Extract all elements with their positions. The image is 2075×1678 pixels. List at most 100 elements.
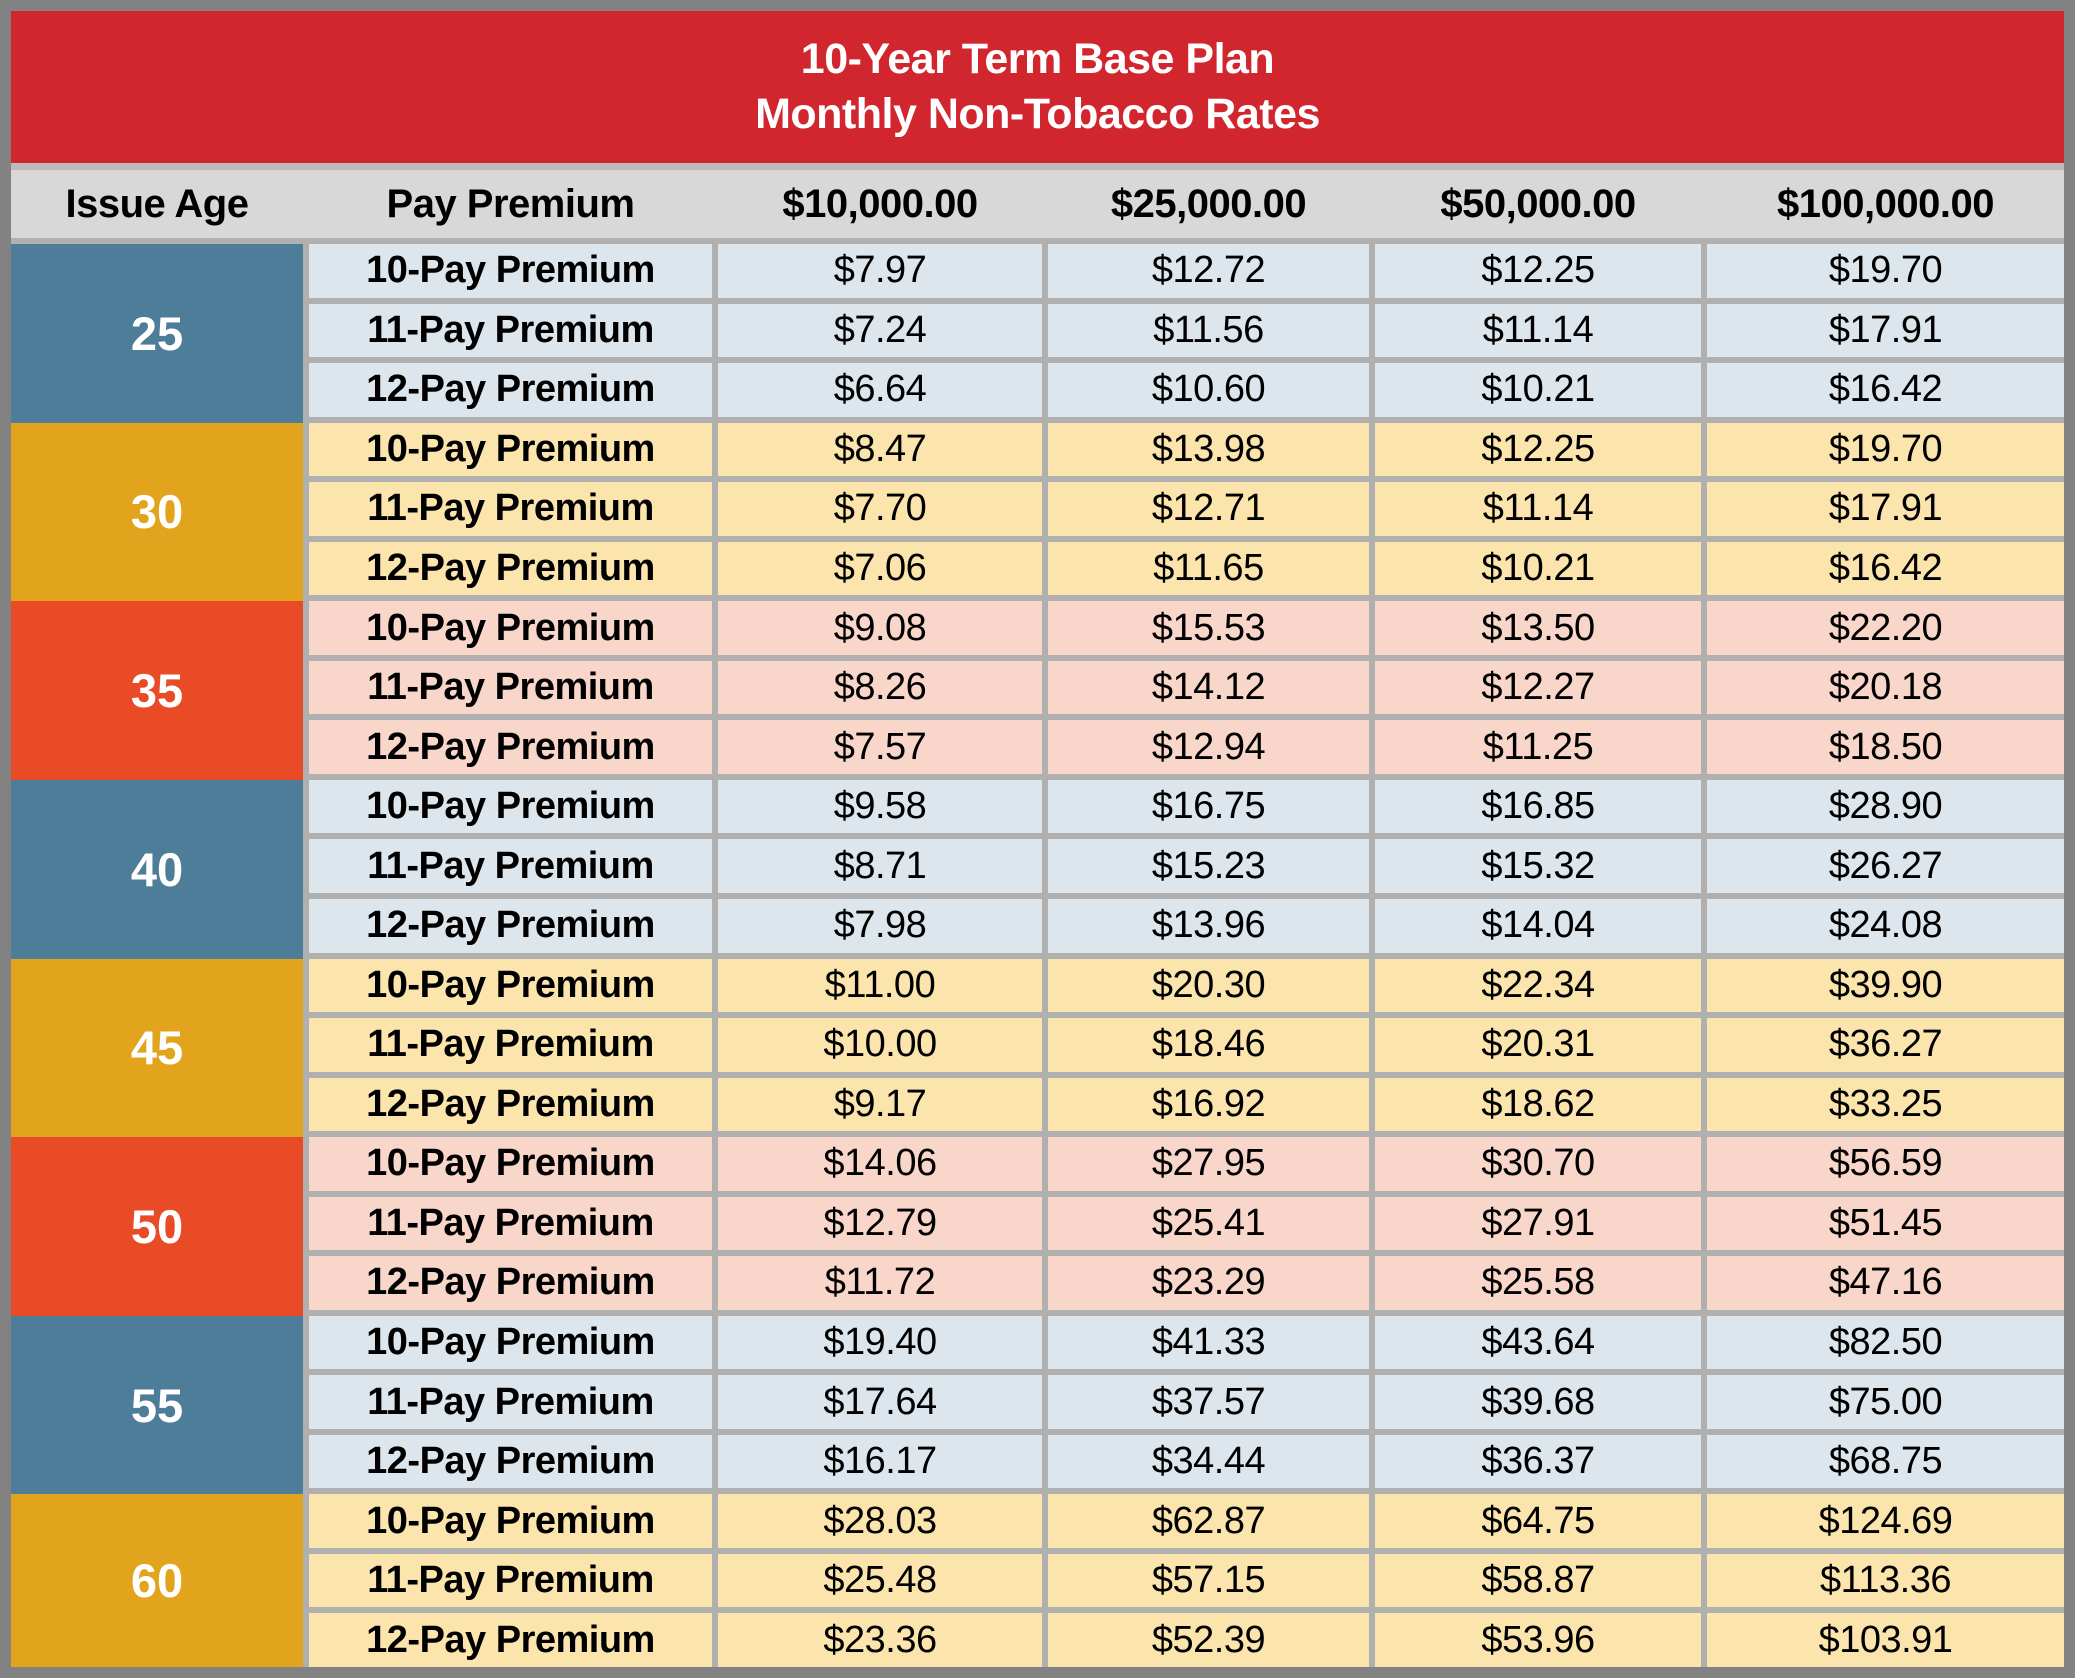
rate-value: $11.65 xyxy=(1048,541,1369,596)
rate-value: $11.72 xyxy=(718,1256,1042,1310)
rate-value: $10.21 xyxy=(1375,363,1701,417)
rate-value: $75.00 xyxy=(1707,1375,2064,1429)
age-cell-50: 50 xyxy=(11,1137,303,1316)
rate-value: $25.58 xyxy=(1375,1256,1701,1310)
column-header-10000: $10,000.00 xyxy=(782,181,978,226)
rate-value: $37.57 xyxy=(1048,1375,1369,1429)
pay-premium-label: 12-Pay Premium xyxy=(309,363,712,417)
rate-value: $7.06 xyxy=(718,541,1042,596)
pay-premium-label: 11-Pay Premium xyxy=(309,1196,712,1251)
pay-premium-label: 12-Pay Premium xyxy=(309,898,712,953)
rate-value: $25.48 xyxy=(718,1553,1042,1608)
rate-value: $7.57 xyxy=(718,720,1042,774)
pay-premium-label: 11-Pay Premium xyxy=(309,1018,712,1072)
rate-value: $39.90 xyxy=(1707,958,2064,1013)
rate-value: $6.64 xyxy=(718,363,1042,417)
rate-value: $28.03 xyxy=(718,1494,1042,1548)
rate-value: $33.25 xyxy=(1707,1077,2064,1132)
pay-premium-label: 12-Pay Premium xyxy=(309,720,712,774)
rate-value: $12.25 xyxy=(1375,244,1701,298)
rate-value: $82.50 xyxy=(1707,1315,2064,1370)
rate-value: $22.20 xyxy=(1707,601,2064,655)
age-cell-45: 45 xyxy=(11,958,303,1138)
rate-value: $47.16 xyxy=(1707,1256,2064,1310)
column-header-100000: $100,000.00 xyxy=(1777,181,1994,226)
age-cell-35: 35 xyxy=(11,601,303,780)
rate-value: $18.46 xyxy=(1048,1018,1369,1072)
rate-value: $16.75 xyxy=(1048,779,1369,834)
rate-value: $24.08 xyxy=(1707,898,2064,953)
pay-premium-label: 11-Pay Premium xyxy=(309,303,712,358)
rate-value: $58.87 xyxy=(1375,1553,1701,1608)
rate-value: $13.98 xyxy=(1048,422,1369,477)
rate-value: $16.42 xyxy=(1707,541,2064,596)
rate-value: $19.70 xyxy=(1707,422,2064,477)
rate-value: $15.53 xyxy=(1048,601,1369,655)
rate-value: $13.96 xyxy=(1048,898,1369,953)
rate-value: $20.30 xyxy=(1048,958,1369,1013)
rate-value: $9.17 xyxy=(718,1077,1042,1132)
rate-value: $36.37 xyxy=(1375,1434,1701,1489)
rate-value: $17.64 xyxy=(718,1375,1042,1429)
rate-value: $11.00 xyxy=(718,958,1042,1013)
pay-premium-label: 10-Pay Premium xyxy=(309,1137,712,1191)
age-cell-55: 55 xyxy=(11,1315,303,1495)
rate-value: $9.08 xyxy=(718,601,1042,655)
rate-value: $16.92 xyxy=(1048,1077,1369,1132)
table-title-banner: 10-Year Term Base Plan Monthly Non-Tobac… xyxy=(11,11,2064,163)
rate-value: $62.87 xyxy=(1048,1494,1369,1548)
rate-value: $41.33 xyxy=(1048,1315,1369,1370)
rate-value: $23.36 xyxy=(718,1613,1042,1667)
pay-premium-label: 10-Pay Premium xyxy=(309,601,712,655)
age-cell-60: 60 xyxy=(11,1494,303,1667)
rate-value: $16.85 xyxy=(1375,779,1701,834)
pay-premium-label: 11-Pay Premium xyxy=(309,1553,712,1608)
rate-value: $14.04 xyxy=(1375,898,1701,953)
rate-value: $9.58 xyxy=(718,779,1042,834)
rate-value: $25.41 xyxy=(1048,1196,1369,1251)
pay-premium-label: 10-Pay Premium xyxy=(309,422,712,477)
pay-premium-label: 11-Pay Premium xyxy=(309,1375,712,1429)
column-header-row: Issue Age Pay Premium $10,000.00 $25,000… xyxy=(11,170,2064,238)
rate-value: $57.15 xyxy=(1048,1553,1369,1608)
rate-value: $39.68 xyxy=(1375,1375,1701,1429)
age-cell-40: 40 xyxy=(11,779,303,959)
rate-value: $11.14 xyxy=(1375,482,1701,536)
rate-value: $22.34 xyxy=(1375,958,1701,1013)
rate-value: $8.26 xyxy=(718,660,1042,715)
rate-value: $18.50 xyxy=(1707,720,2064,774)
rate-value: $16.17 xyxy=(718,1434,1042,1489)
pay-premium-label: 11-Pay Premium xyxy=(309,660,712,715)
rate-value: $8.47 xyxy=(718,422,1042,477)
rate-value: $68.75 xyxy=(1707,1434,2064,1489)
rate-value: $7.98 xyxy=(718,898,1042,953)
pay-premium-label: 11-Pay Premium xyxy=(309,482,712,536)
rate-value: $18.62 xyxy=(1375,1077,1701,1132)
rate-value: $17.91 xyxy=(1707,303,2064,358)
rate-value: $23.29 xyxy=(1048,1256,1369,1310)
pay-premium-label: 12-Pay Premium xyxy=(309,1434,712,1489)
pay-premium-label: 10-Pay Premium xyxy=(309,779,712,834)
rate-value: $10.60 xyxy=(1048,363,1369,417)
rate-value: $28.90 xyxy=(1707,779,2064,834)
rate-value: $11.25 xyxy=(1375,720,1701,774)
age-cell-25: 25 xyxy=(11,244,303,423)
column-header-25000: $25,000.00 xyxy=(1110,181,1307,226)
rate-value: $34.44 xyxy=(1048,1434,1369,1489)
pay-premium-label: 12-Pay Premium xyxy=(309,541,712,596)
rate-value: $103.91 xyxy=(1707,1613,2064,1667)
column-header-issue-age: Issue Age xyxy=(65,181,249,226)
rate-table-inner: 10-Year Term Base Plan Monthly Non-Tobac… xyxy=(11,11,2064,1667)
rate-value: $36.27 xyxy=(1707,1018,2064,1072)
rate-value: $14.06 xyxy=(718,1137,1042,1191)
column-header-50000: $50,000.00 xyxy=(1440,181,1636,226)
rates-grid: 10-Pay Premium $7.97 $12.72 $12.25 $19.70 11-… xyxy=(309,244,2064,1667)
rate-value: $15.23 xyxy=(1048,839,1369,893)
rate-value: $12.71 xyxy=(1048,482,1369,536)
rate-value: $64.75 xyxy=(1375,1494,1701,1548)
rate-value: $53.96 xyxy=(1375,1613,1701,1667)
pay-premium-label: 10-Pay Premium xyxy=(309,958,712,1013)
rate-value: $13.50 xyxy=(1375,601,1701,655)
rate-value: $7.97 xyxy=(718,244,1042,298)
rate-value: $17.91 xyxy=(1707,482,2064,536)
